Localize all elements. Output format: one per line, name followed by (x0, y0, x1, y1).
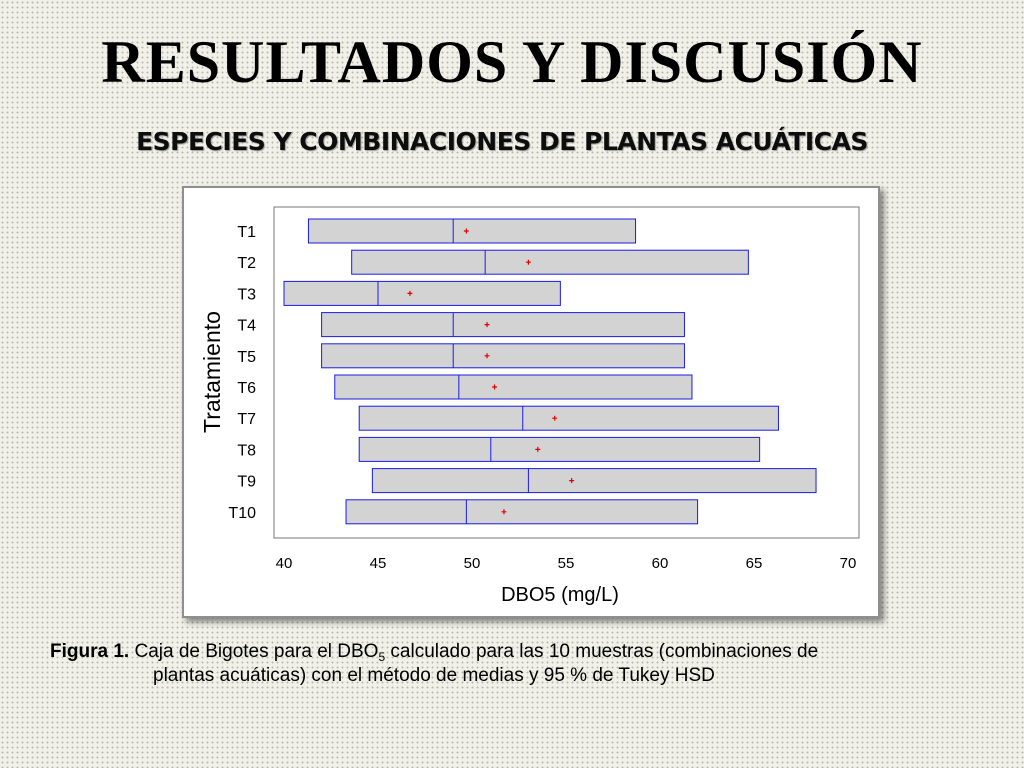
y-tick-label: T5 (237, 349, 256, 366)
y-tick-label: T9 (237, 474, 256, 491)
box-rect (321, 312, 685, 338)
caption-subscript: 5 (378, 650, 386, 664)
x-tick-labels: 40 45 50 55 60 65 70 (276, 555, 857, 572)
boxes-layer (283, 218, 817, 525)
y-tick-label: T8 (237, 442, 256, 459)
x-tick-label: 70 (840, 555, 857, 572)
y-tick-label: T2 (237, 255, 256, 272)
box-rect (358, 436, 761, 462)
slide-title: RESULTADOS Y DISCUSIÓN (101, 29, 923, 95)
box-rect (371, 468, 817, 494)
box-rect (358, 405, 779, 431)
mean-marker (407, 290, 413, 296)
box-t5 (321, 343, 685, 369)
box-t4 (321, 312, 685, 338)
box-t8 (358, 436, 761, 462)
y-tick-labels: T1 T2 T3 T4 T5 T6 T7 T8 T9 T10 (228, 224, 256, 522)
mean-marker (484, 322, 490, 328)
box-t3 (283, 280, 561, 306)
box-t1 (307, 218, 637, 244)
box-rect (307, 218, 637, 244)
box-t6 (334, 374, 693, 400)
mean-marker (463, 228, 469, 234)
box-t7 (358, 405, 779, 431)
y-tick-label: T7 (237, 411, 256, 428)
mean-marker (492, 384, 498, 390)
x-axis-label: DBO5 (mg/L) (501, 584, 619, 606)
box-rect (345, 499, 699, 525)
mean-marker (569, 478, 575, 484)
y-tick-label: T3 (237, 286, 256, 303)
mean-marker (501, 509, 507, 515)
x-tick-label: 40 (276, 555, 293, 572)
x-tick-label: 60 (652, 555, 669, 572)
y-tick-label: T1 (237, 224, 256, 241)
boxplot-chart: T1 T2 T3 T4 T5 T6 T7 T8 T9 T10 40 45 50 55 60 65 70 DBO… (199, 206, 860, 606)
y-tick-label: T10 (228, 505, 256, 522)
box-t2 (351, 249, 749, 275)
caption-text-part1: Caja de Bigotes para el DBO (134, 641, 379, 662)
box-rect (351, 249, 749, 275)
mean-marker (535, 446, 541, 452)
y-axis-label: Tratamiento (199, 311, 225, 433)
y-tick-label: T6 (237, 380, 256, 397)
box-rect (321, 343, 685, 369)
slide-subtitle: ESPECIES Y COMBINACIONES DE PLANTAS ACUÁ… (136, 127, 868, 156)
mean-marker (552, 415, 558, 421)
x-tick-label: 45 (370, 555, 387, 572)
mean-marker (525, 259, 531, 265)
x-tick-label: 55 (558, 555, 575, 572)
y-tick-label: T4 (237, 318, 256, 335)
figure-caption: Figura 1. Caja de Bigotes para el DBO5 c… (50, 640, 990, 688)
x-tick-label: 65 (746, 555, 763, 572)
mean-marker (484, 353, 490, 359)
caption-label: Figura 1. (50, 641, 130, 662)
x-tick-label: 50 (464, 555, 481, 572)
chart-frame: T1 T2 T3 T4 T5 T6 T7 T8 T9 T10 40 45 50 55 60 65 70 DBO… (182, 186, 880, 618)
box-rect (334, 374, 693, 400)
caption-text-line2: plantas acuáticas) con el método de medi… (153, 665, 715, 686)
box-rect (283, 280, 561, 306)
caption-text-part2: calculado para las 10 muestras (combinac… (385, 641, 819, 662)
box-t9 (371, 468, 817, 494)
box-t10 (345, 499, 699, 525)
